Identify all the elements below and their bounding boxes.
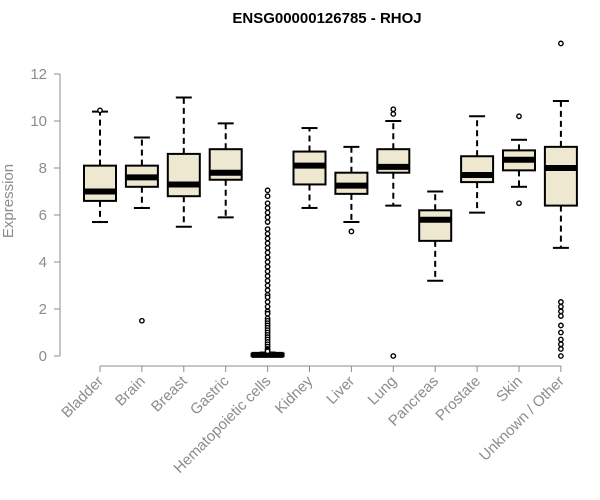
outlier-point [264, 230, 271, 237]
outlier-point [558, 313, 564, 319]
y-tick-label: 10 [30, 113, 47, 130]
box-iqr [418, 209, 453, 242]
x-tick-label: Prostate [432, 373, 484, 425]
outlier-point [264, 268, 271, 275]
x-tick-label: Liver [323, 373, 358, 408]
y-axis-label: Expression [0, 164, 17, 238]
box-iqr [543, 145, 578, 207]
box-liver [334, 145, 369, 235]
outlier-point [264, 299, 271, 305]
outlier-point [97, 107, 103, 114]
outlier-point [558, 329, 564, 336]
box-pancreas [418, 190, 453, 282]
chart-title: ENSG00000126785 - RHOJ [232, 10, 421, 27]
outlier-point [264, 193, 271, 200]
outlier-point [264, 259, 271, 265]
outlier-point [558, 341, 564, 348]
outlier-point [516, 113, 522, 120]
boxes [83, 40, 578, 359]
box-kidney [292, 127, 327, 209]
box-unknown-other [543, 40, 578, 359]
x-tick-label: Lung [365, 373, 401, 409]
outlier-point [264, 219, 271, 225]
outlier-point [264, 249, 271, 256]
y-tick-label: 0 [39, 348, 47, 365]
y-tick-label: 2 [39, 301, 47, 318]
outlier-point [558, 353, 564, 359]
outlier-point [264, 348, 271, 355]
outlier-point [264, 205, 271, 211]
outlier-point [390, 353, 397, 359]
box-prostate [460, 115, 495, 214]
outlier-point [264, 240, 271, 247]
outlier-point [558, 303, 564, 310]
outlier-point [558, 40, 564, 47]
outlier-point [264, 282, 271, 289]
y-tick-label: 6 [39, 207, 47, 224]
outlier-point [264, 263, 271, 270]
box-bladder [83, 107, 117, 224]
box-skin [502, 113, 536, 207]
x-tick-label: Brain [112, 373, 149, 410]
outlier-point [264, 187, 271, 194]
box-breast [166, 96, 201, 228]
box-iqr [83, 164, 117, 202]
outlier-point [264, 209, 271, 216]
outlier-point [264, 277, 271, 284]
outlier-point [264, 200, 271, 207]
outlier-point [390, 111, 397, 117]
outlier-point [264, 273, 271, 279]
outlier-point [264, 226, 271, 233]
outlier-point [558, 346, 564, 352]
x-tick-label: Bladder [58, 373, 107, 422]
x-tick-label: Kidney [272, 372, 317, 417]
outlier-point [558, 299, 564, 305]
outlier-point [264, 294, 271, 301]
outlier-point [264, 214, 271, 221]
y-tick-label: 12 [30, 66, 47, 83]
outlier-point [264, 254, 271, 261]
outlier-point [390, 106, 397, 113]
box-gastric [208, 122, 243, 219]
outlier-point [264, 303, 271, 310]
outlier-point [558, 336, 564, 343]
outlier-point [264, 287, 271, 294]
y-tick-label: 4 [39, 254, 47, 271]
x-tick-label: Skin [493, 373, 526, 406]
box-iqr [460, 155, 495, 184]
y-axis: 0 2 4 6 8 10 12 [30, 66, 61, 365]
outlier-point [264, 244, 271, 251]
outlier-point [348, 228, 355, 235]
outlier-point [516, 200, 522, 207]
box-brain [124, 136, 159, 324]
outlier-point [558, 322, 564, 329]
outlier-point [138, 317, 145, 324]
outlier-point [264, 310, 271, 317]
x-tick-label: Breast [148, 372, 191, 415]
y-tick-label: 8 [39, 160, 47, 177]
box-hematopoietic-cells [250, 187, 285, 358]
box-iqr [166, 152, 201, 198]
outlier-point [558, 308, 564, 315]
outlier-point [264, 235, 271, 242]
box-lung [376, 106, 411, 359]
